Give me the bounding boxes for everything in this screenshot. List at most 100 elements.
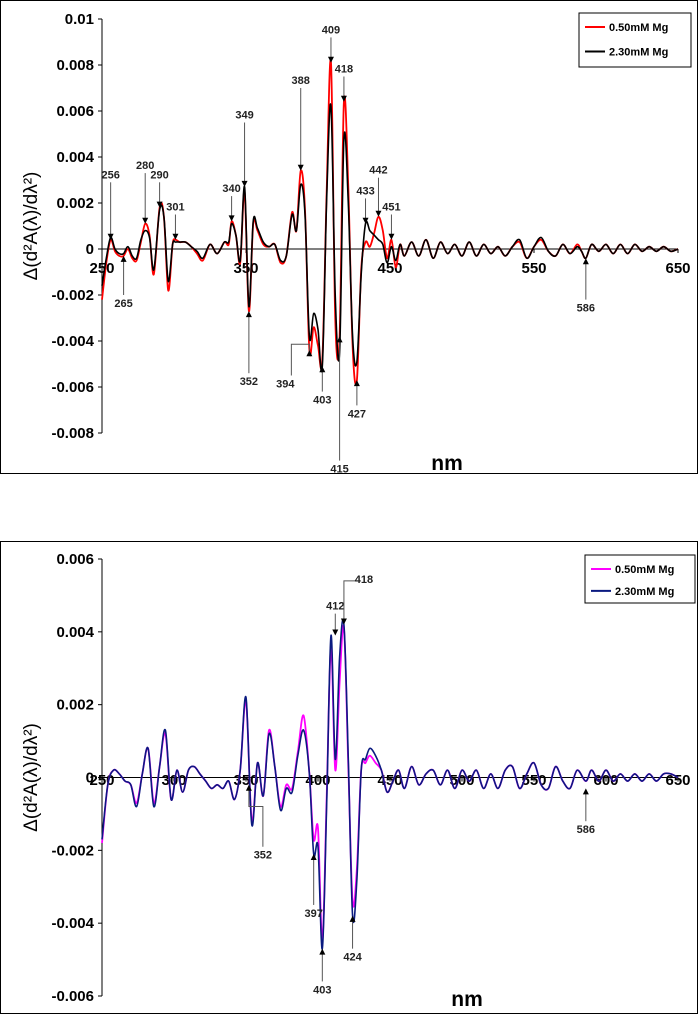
annotation-label: 412 [326, 601, 344, 613]
peak-annotation: 394 [276, 343, 313, 391]
annotation-arrowhead [362, 217, 369, 224]
annotation-arrowhead [327, 56, 334, 63]
annotation-arrowhead [241, 180, 248, 187]
annotation-arrowhead [319, 366, 326, 373]
annotation-label: 397 [305, 908, 323, 920]
x-tick-label: 500 [449, 772, 474, 789]
annotation-label: 418 [355, 574, 373, 586]
peak-annotation: 418 [340, 574, 373, 625]
x-tick-label: 250 [89, 260, 114, 277]
annotation-label: 418 [335, 64, 353, 76]
legend-label: 2.30mM Mg [609, 47, 668, 59]
annotation-arrowhead [107, 233, 114, 240]
peak-annotation: 415 [330, 336, 349, 476]
peak-annotation: 427 [348, 380, 366, 420]
annotation-arrowhead [349, 915, 356, 922]
annotation-label: 415 [330, 464, 348, 476]
peak-annotation: 290 [150, 169, 169, 208]
annotation-label: 442 [369, 165, 387, 177]
annotation-arrowhead [306, 350, 313, 357]
peak-annotation: 352 [240, 311, 258, 388]
peak-annotation: 442 [369, 165, 388, 217]
x-tick-label: 650 [665, 260, 690, 277]
peak-annotation: 409 [322, 24, 340, 63]
y-tick-label: -0.002 [51, 842, 94, 859]
peak-annotation: 256 [101, 169, 120, 240]
legend-label: 0.50mM Mg [615, 564, 674, 576]
peak-annotation: 403 [313, 948, 331, 996]
y-tick-label: 0.004 [56, 149, 94, 166]
y-tick-label: -0.002 [51, 287, 94, 304]
annotation-arrowhead [388, 233, 395, 240]
annotation-arrowhead [120, 255, 127, 262]
y-tick-label: 0 [86, 241, 94, 258]
annotation-label: 290 [150, 169, 168, 181]
annotation-label: 340 [222, 183, 240, 195]
peak-annotation: 586 [577, 258, 595, 315]
series-line-2 [101, 103, 679, 373]
legend-label: 0.50mM Mg [609, 22, 668, 34]
annotation-arrowhead [245, 784, 252, 791]
annotation-arrowhead [375, 210, 382, 217]
x-tick-label: 400 [305, 772, 330, 789]
chart-top-svg: 0.01 0.008 0.006 0.004 0.002 0 -0.002 -0.004 -0.… [21, 11, 692, 476]
annotation-arrowhead [245, 311, 252, 318]
annotation-label: 352 [254, 850, 272, 862]
annotation-label: 403 [313, 984, 331, 996]
x-tick-label: 450 [377, 260, 402, 277]
annotation-leader [343, 580, 358, 623]
annotation-label: 349 [235, 110, 253, 122]
annotation-label: 256 [101, 169, 119, 181]
annotation-label: 433 [356, 185, 374, 197]
y-tick-label: 0.004 [56, 624, 94, 641]
y-tick-label: 0.01 [65, 11, 94, 28]
series-line-1 [101, 59, 679, 386]
y-tick-label: 0.002 [56, 195, 94, 212]
annotation-leader [248, 786, 264, 847]
annotation-label: 586 [577, 824, 595, 836]
y-tick-label: -0.004 [51, 333, 94, 350]
annotation-label: 301 [166, 202, 184, 214]
annotation-arrowhead [582, 788, 589, 795]
annotation-label: 586 [577, 303, 595, 315]
x-tick-label: 600 [593, 772, 618, 789]
y-tick-label: -0.004 [51, 915, 94, 932]
x-tick-label: 350 [233, 260, 258, 277]
y-tick-label: 0.002 [56, 697, 94, 714]
peak-annotation: 418 [335, 64, 353, 102]
peak-annotation: 433 [356, 185, 375, 224]
peak-annotation: 586 [577, 788, 595, 836]
peak-annotation: 424 [343, 915, 363, 964]
series-line-2 [101, 618, 679, 950]
annotation-arrowhead [228, 215, 235, 222]
annotation-label: 424 [343, 952, 362, 964]
chart-panel-bottom: 0.006 0.004 0.002 0 -0.002 -0.004 -0.006 250 300… [0, 541, 698, 1014]
y-tick-label: 0 [86, 770, 94, 787]
annotation-label: 352 [240, 376, 258, 388]
annotation-label: 388 [292, 75, 310, 87]
annotation-label: 409 [322, 24, 340, 36]
annotation-arrowhead [297, 164, 304, 171]
peak-annotation: 301 [166, 202, 185, 240]
annotation-arrowhead [142, 217, 149, 224]
y-tick-label: 0.006 [56, 551, 94, 568]
annotation-label: 394 [276, 379, 295, 391]
annotation-label: 265 [114, 298, 132, 310]
legend: 0.50mM Mg 2.30mM Mg [584, 554, 696, 604]
peak-annotation: 340 [222, 183, 241, 222]
peak-annotation: 412 [326, 601, 344, 636]
y-tick-label: 0.008 [56, 57, 94, 74]
annotation-label: 280 [136, 160, 154, 172]
peak-annotation: 352 [245, 784, 272, 862]
annotation-label: 427 [348, 408, 366, 420]
peak-annotation: 388 [292, 75, 310, 171]
peak-annotation: 451 [382, 202, 401, 240]
x-axis-title: nm [451, 988, 483, 1011]
x-tick-label: 650 [665, 772, 690, 789]
x-axis-title: nm [431, 452, 463, 475]
legend-label: 2.30mM Mg [615, 586, 674, 598]
peak-annotation: 397 [305, 853, 323, 920]
annotation-arrowhead [340, 618, 347, 625]
annotation-arrowhead [336, 336, 343, 343]
